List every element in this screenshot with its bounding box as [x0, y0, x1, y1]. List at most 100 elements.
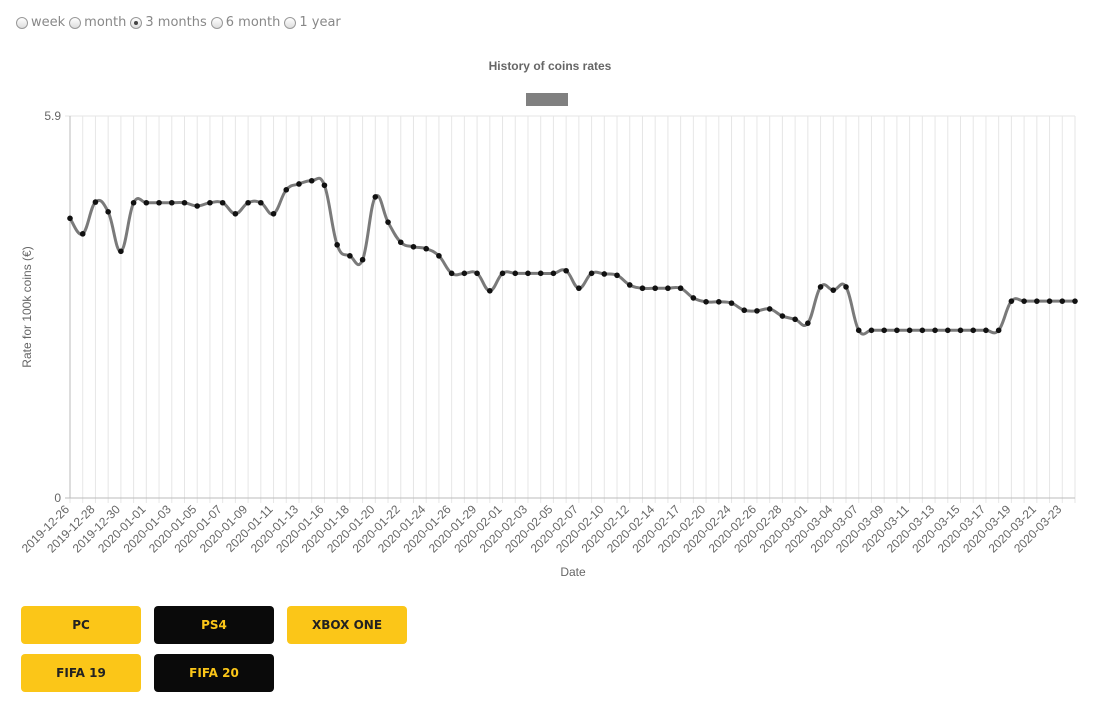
- data-point: [588, 270, 595, 277]
- data-point: [525, 270, 531, 277]
- data-point: [372, 194, 379, 200]
- game-buttons: FIFA 19 FIFA 20: [21, 654, 274, 692]
- radio-label: month: [84, 15, 127, 30]
- tab-button[interactable]: XBOX ONE: [287, 606, 407, 644]
- data-point: [550, 270, 557, 277]
- y-tick-label: 0: [54, 491, 61, 505]
- data-point: [639, 285, 646, 292]
- data-point: [703, 299, 709, 305]
- data-point: [270, 210, 277, 217]
- data-point: [130, 199, 137, 206]
- radio-button[interactable]: [16, 16, 28, 29]
- data-point: [805, 320, 811, 326]
- data-point: [563, 267, 569, 274]
- data-point: [665, 285, 671, 292]
- data-point: [219, 199, 226, 206]
- data-point: [181, 199, 188, 206]
- data-point: [855, 327, 862, 334]
- radio-label: week: [31, 15, 66, 30]
- data-point: [423, 245, 430, 252]
- data-point: [894, 327, 900, 334]
- data-point: [487, 288, 493, 294]
- data-point: [715, 299, 722, 305]
- data-point: [79, 231, 86, 237]
- data-point: [614, 272, 620, 279]
- data-point: [283, 187, 290, 193]
- data-point: [359, 256, 366, 263]
- chart-title: History of coins rates: [489, 59, 612, 73]
- data-point: [1021, 298, 1027, 304]
- data-point: [906, 327, 913, 334]
- data-point: [1008, 298, 1015, 304]
- radio-label: 3 months: [145, 15, 207, 30]
- data-point: [652, 285, 658, 292]
- tab-button[interactable]: FIFA 20: [154, 654, 274, 692]
- data-point: [436, 253, 442, 259]
- data-point: [499, 270, 506, 277]
- tab-button[interactable]: PC: [21, 606, 141, 644]
- radio-button[interactable]: [130, 16, 143, 29]
- data-point: [1046, 298, 1053, 304]
- data-point: [321, 182, 328, 189]
- data-point: [843, 284, 849, 290]
- data-point: [474, 270, 480, 277]
- data-point: [995, 327, 1002, 334]
- chart: History of coins rates Date Rate for 100…: [19, 59, 1078, 579]
- data-point: [601, 271, 608, 277]
- data-point: [830, 287, 837, 293]
- data-point: [168, 199, 175, 206]
- data-point: [792, 316, 798, 323]
- data-point: [296, 181, 302, 187]
- y-axis-label: Rate for 100k coins (€): [20, 246, 34, 367]
- data-point: [576, 285, 582, 292]
- data-point: [626, 282, 633, 288]
- data-point: [741, 307, 748, 314]
- radio-button[interactable]: [69, 16, 82, 29]
- data-point: [779, 313, 786, 319]
- tab-button[interactable]: PS4: [154, 606, 274, 644]
- data-point: [881, 327, 887, 334]
- data-point: [118, 248, 124, 255]
- data-point: [410, 243, 417, 250]
- data-point: [334, 242, 340, 248]
- data-point: [690, 295, 697, 301]
- period-options: week month 3 months 6 month 1 year: [16, 15, 345, 30]
- period-option[interactable]: 6 month: [210, 15, 281, 30]
- legend-box: [526, 93, 568, 106]
- data-point: [385, 219, 391, 225]
- period-option[interactable]: 1 year: [284, 15, 341, 30]
- data-point: [397, 239, 404, 246]
- data-point: [461, 270, 468, 277]
- radio-button[interactable]: [210, 16, 223, 29]
- data-point: [728, 300, 735, 306]
- data-point: [537, 270, 544, 277]
- data-point: [754, 308, 760, 314]
- data-point: [194, 203, 201, 209]
- data-point: [1034, 298, 1040, 304]
- period-option[interactable]: week: [16, 15, 65, 30]
- radio-label: 6 month: [225, 15, 281, 30]
- data-point: [308, 177, 315, 184]
- data-point: [957, 327, 964, 334]
- data-point: [766, 306, 773, 312]
- radio-button[interactable]: [284, 16, 297, 29]
- period-option[interactable]: 3 months: [130, 15, 207, 30]
- data-point: [868, 327, 875, 334]
- data-point: [143, 199, 150, 206]
- period-option[interactable]: month: [69, 15, 126, 30]
- data-point: [232, 210, 239, 217]
- data-point: [1072, 298, 1078, 304]
- radio-label: 1 year: [299, 15, 341, 30]
- data-point: [258, 199, 264, 206]
- data-point: [156, 199, 162, 206]
- tab-button[interactable]: FIFA 19: [21, 654, 141, 692]
- data-point: [932, 327, 938, 334]
- data-point: [983, 327, 989, 334]
- data-point: [919, 327, 926, 334]
- data-point: [67, 215, 73, 222]
- data-point: [944, 327, 951, 334]
- x-axis-label: Date: [560, 565, 586, 579]
- data-point: [970, 327, 977, 334]
- data-point: [677, 285, 684, 292]
